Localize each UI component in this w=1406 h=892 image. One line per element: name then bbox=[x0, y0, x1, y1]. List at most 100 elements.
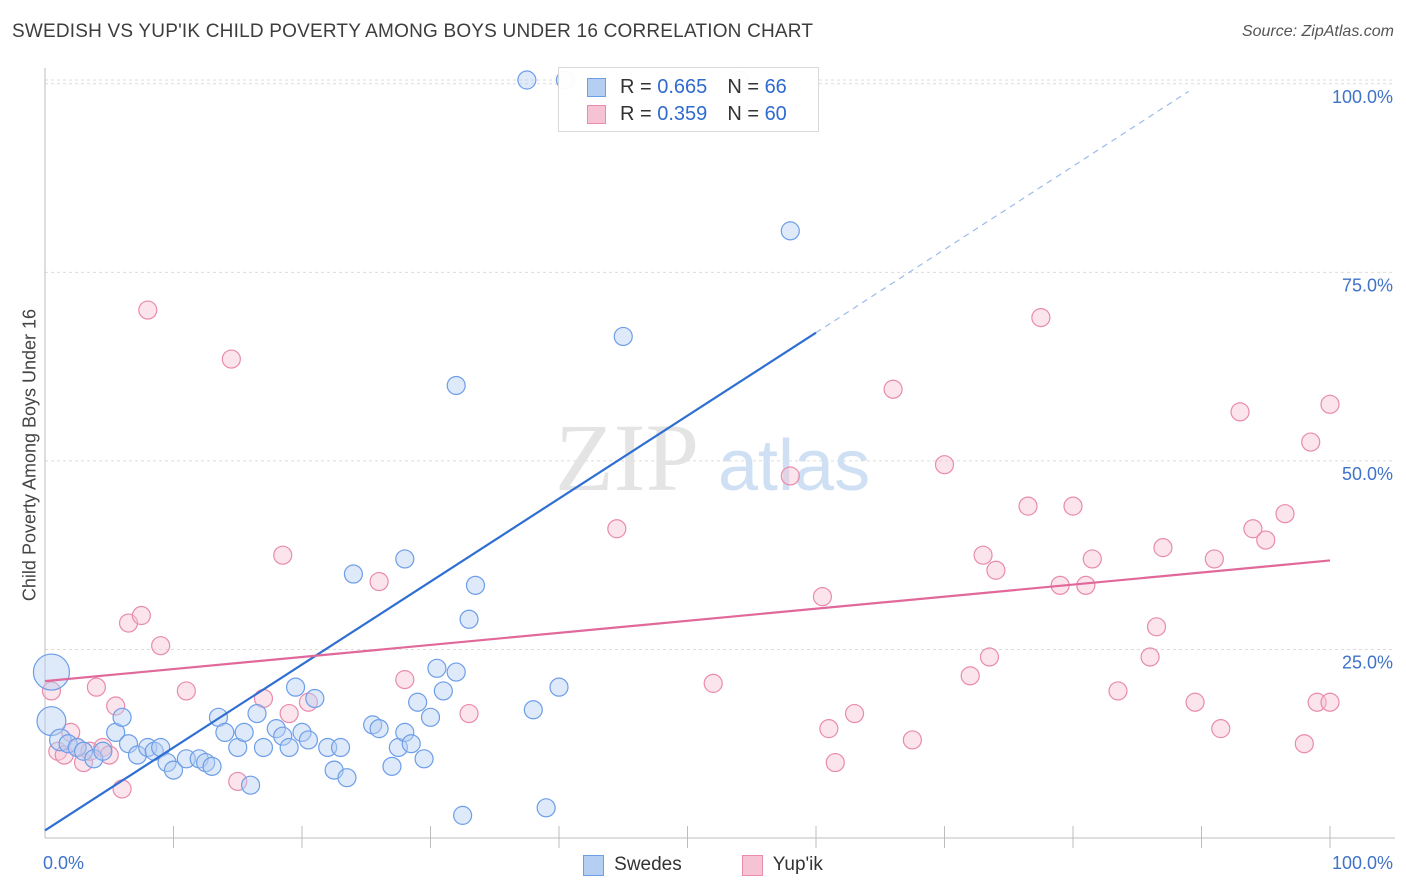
r-value: 0.359 bbox=[657, 102, 708, 125]
data-point bbox=[549, 677, 569, 697]
data-point bbox=[1211, 719, 1231, 739]
data-point bbox=[883, 379, 903, 399]
data-point bbox=[780, 221, 800, 241]
data-point bbox=[703, 673, 723, 693]
data-point bbox=[395, 549, 415, 569]
swedes-swatch bbox=[583, 854, 605, 876]
n-value: 60 bbox=[764, 102, 787, 125]
data-point bbox=[395, 722, 415, 743]
data-point bbox=[131, 605, 151, 626]
data-point bbox=[1320, 394, 1340, 414]
swedes-points bbox=[32, 70, 800, 825]
data-point bbox=[1146, 617, 1167, 637]
data-point bbox=[176, 681, 196, 701]
y-tick-label: 25.0% bbox=[1342, 652, 1393, 672]
chart-title: SWEDISH VS YUP'IK CHILD POVERTY AMONG BO… bbox=[12, 21, 814, 42]
data-point bbox=[266, 719, 286, 739]
legend-label-yupik: Yup'ik bbox=[772, 854, 823, 875]
data-point bbox=[401, 734, 421, 754]
data-point bbox=[465, 575, 486, 595]
data-point bbox=[1256, 530, 1276, 550]
data-point bbox=[408, 692, 428, 712]
data-point bbox=[819, 719, 839, 739]
data-point bbox=[138, 300, 158, 320]
data-point bbox=[446, 375, 466, 396]
data-point bbox=[202, 756, 222, 776]
data-point bbox=[279, 737, 299, 758]
data-point bbox=[86, 677, 107, 697]
legend-item-swedes[interactable]: Swedes bbox=[583, 854, 682, 876]
data-point bbox=[73, 741, 94, 761]
swedes-trend-extension bbox=[815, 90, 1189, 334]
data-point bbox=[221, 349, 241, 369]
data-point bbox=[369, 719, 389, 739]
data-point bbox=[369, 571, 389, 592]
yupik-swatch bbox=[587, 104, 606, 124]
data-point bbox=[298, 730, 319, 750]
data-point bbox=[228, 771, 248, 792]
data-point bbox=[1320, 692, 1340, 712]
yupik-swatch bbox=[741, 854, 763, 876]
data-point bbox=[825, 752, 845, 773]
data-point bbox=[1108, 681, 1128, 701]
data-point bbox=[41, 681, 62, 701]
data-point bbox=[279, 703, 299, 724]
axes bbox=[44, 68, 1395, 848]
data-point bbox=[607, 519, 627, 539]
data-point bbox=[1204, 549, 1224, 569]
data-point bbox=[433, 681, 453, 701]
data-point bbox=[960, 666, 980, 686]
data-point bbox=[446, 662, 466, 682]
data-point bbox=[414, 749, 434, 769]
source-label: Source: ZipAtlas.com bbox=[1241, 23, 1394, 40]
data-point bbox=[273, 545, 293, 565]
data-point bbox=[1185, 692, 1205, 712]
data-point bbox=[1243, 519, 1263, 539]
data-point bbox=[151, 636, 171, 656]
data-point bbox=[337, 768, 357, 788]
data-point bbox=[979, 647, 1000, 667]
series-legend: Swedes Yup'ik bbox=[0, 852, 1406, 878]
watermark-atlas: atlas bbox=[718, 426, 870, 506]
x-tick-label: 100.0% bbox=[1332, 853, 1393, 873]
data-point bbox=[112, 707, 132, 727]
data-point bbox=[1230, 402, 1250, 422]
watermark: ZIP atlas bbox=[555, 404, 870, 511]
data-point bbox=[1018, 496, 1038, 516]
data-point bbox=[1031, 307, 1051, 328]
yupik-points bbox=[41, 300, 1340, 799]
data-point bbox=[292, 722, 312, 743]
data-point bbox=[613, 326, 633, 347]
data-point bbox=[253, 737, 274, 758]
data-point bbox=[32, 653, 71, 691]
data-point bbox=[934, 455, 955, 475]
data-point bbox=[780, 466, 800, 486]
data-point bbox=[523, 700, 543, 720]
data-point bbox=[1294, 734, 1314, 754]
data-point bbox=[453, 805, 473, 825]
y-tick-label: 75.0% bbox=[1342, 275, 1393, 295]
legend-item-yupik[interactable]: Yup'ik bbox=[741, 854, 823, 876]
data-point bbox=[343, 564, 363, 584]
r-value: 0.665 bbox=[657, 75, 708, 98]
yupik-trend-line bbox=[44, 559, 1331, 683]
data-point bbox=[36, 706, 67, 737]
data-point bbox=[1153, 538, 1173, 558]
r-label: R = bbox=[620, 75, 652, 98]
data-point bbox=[157, 752, 177, 773]
data-point bbox=[812, 587, 833, 607]
data-point bbox=[1076, 575, 1096, 595]
grid-lines bbox=[45, 79, 1395, 650]
data-point bbox=[163, 760, 184, 780]
data-point bbox=[459, 609, 479, 629]
data-point bbox=[844, 703, 865, 724]
data-point bbox=[420, 707, 441, 727]
watermark-zip: ZIP bbox=[555, 404, 699, 511]
data-point bbox=[305, 688, 325, 709]
data-point bbox=[215, 722, 235, 743]
data-point bbox=[1301, 432, 1321, 452]
n-value: 66 bbox=[764, 75, 787, 98]
data-point bbox=[517, 70, 537, 90]
data-point bbox=[1063, 496, 1083, 516]
